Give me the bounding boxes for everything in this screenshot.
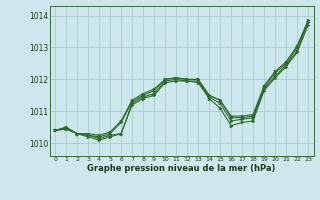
X-axis label: Graphe pression niveau de la mer (hPa): Graphe pression niveau de la mer (hPa) [87, 164, 276, 173]
